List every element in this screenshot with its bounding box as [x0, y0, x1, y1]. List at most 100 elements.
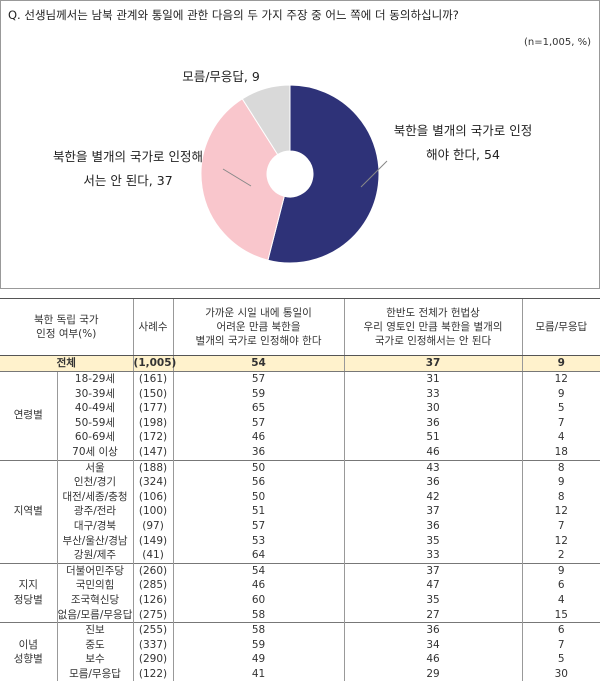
cell-value: 54	[172, 562, 345, 579]
cell-value: 37	[343, 562, 523, 579]
cell-value: 42	[343, 489, 523, 505]
data-row: 없음/모름/무응답 (275) 58 27 15	[0, 607, 600, 623]
data-row: 모름/무응답 (122) 41 29 30	[0, 666, 600, 682]
sample-size: (198)	[132, 415, 174, 431]
row-label: 중도	[85, 638, 105, 651]
group-label: 이념 성향별	[0, 622, 58, 682]
cell-value: 46	[343, 444, 523, 461]
data-row: 국민의힘 (285) 46 47 6	[0, 578, 600, 593]
cell-value: 65	[172, 401, 345, 416]
cell-value: 53	[172, 533, 345, 549]
row-label: 40-49세	[74, 402, 116, 415]
data-row: 60-69세 (172) 46 51 4	[0, 430, 600, 445]
cell-value: 35	[343, 592, 523, 608]
cell-value: 36	[343, 415, 523, 431]
cell-value: 5	[521, 401, 600, 416]
data-row: 대전/세종/충청 (106) 50 42 8	[0, 489, 600, 505]
data-row: 지지 정당별 더불어민주당 (260) 54 37 9	[0, 562, 600, 623]
cell-value: 30	[343, 401, 523, 416]
sample-size: (275)	[132, 607, 174, 623]
row-label: 진보	[57, 622, 134, 638]
data-row: 부산/울산/경남 (149) 53 35 12	[0, 533, 600, 549]
cell-value: 7	[521, 518, 600, 534]
data-row: 광주/전라 (100) 51 37 12	[0, 504, 600, 519]
cell-value: 37	[343, 355, 523, 372]
cell-value: 4	[521, 430, 600, 445]
row-label: 60-69세	[74, 431, 116, 444]
column-header: 사례수	[132, 298, 174, 356]
cell-value: 58	[172, 607, 345, 623]
row-label: 50-59세	[74, 416, 116, 429]
row-label: 국민의힘	[75, 579, 115, 592]
chart-box: Q. 선생님께서는 남북 관계와 통일에 관한 다음의 두 가지 주장 중 어느…	[0, 0, 600, 289]
sample-size: (324)	[132, 475, 174, 490]
cell-value: 18	[521, 444, 600, 461]
cell-value: 15	[521, 607, 600, 623]
cell-value: 43	[343, 459, 523, 476]
sample-size: (122)	[132, 666, 174, 682]
sample-size: (172)	[132, 430, 174, 445]
cell-value: 8	[521, 489, 600, 505]
sample-size: (285)	[132, 578, 174, 593]
row-label: 70세 이상	[72, 445, 118, 458]
row-label: 부산/울산/경남	[62, 534, 128, 547]
cell-value: 54	[172, 355, 345, 372]
data-row: 연령별 18-29세 (161) 57 31 12	[0, 370, 600, 461]
cell-value: 12	[521, 533, 600, 549]
cell-value: 36	[343, 622, 523, 638]
cell-value: 12	[521, 370, 600, 387]
row-label: 없음/모름/무응답	[57, 608, 133, 621]
sample-size: (41)	[132, 548, 174, 564]
cell-value: 31	[343, 370, 523, 387]
cell-value: 59	[172, 386, 345, 402]
cell-value: 6	[521, 622, 600, 638]
total-row: 전체 (1,005) 54 37 9	[0, 355, 600, 372]
cell-value: 33	[343, 386, 523, 402]
data-row: 인천/경기 (324) 56 36 9	[0, 475, 600, 490]
sample-size: (147)	[132, 444, 174, 461]
row-label: 대구/경북	[73, 519, 117, 532]
cell-value: 9	[521, 562, 600, 579]
cell-value: 7	[521, 415, 600, 431]
cell-value: 50	[172, 489, 345, 505]
cell-value: 35	[343, 533, 523, 549]
cell-value: 47	[343, 578, 523, 593]
row-label: 대전/세종/충청	[62, 490, 128, 503]
sample-size: (161)	[132, 370, 174, 387]
sample-size: (260)	[132, 562, 174, 579]
sample-size: (150)	[132, 386, 174, 402]
cell-value: 57	[172, 370, 345, 387]
cell-value: 41	[172, 666, 345, 682]
cell-value: 46	[172, 430, 345, 445]
chart	[200, 84, 388, 264]
data-label: 북한을 별개의 국가로 인정해야 한다, 54	[393, 123, 533, 162]
data-row: 50-59세 (198) 57 36 7	[0, 415, 600, 431]
cell-value: 49	[172, 652, 345, 667]
cell-value: 2	[521, 548, 600, 564]
sample-size: (126)	[132, 592, 174, 608]
cell-value: 12	[521, 504, 600, 519]
cell-value: 8	[521, 459, 600, 476]
cell-value: 27	[343, 607, 523, 623]
cell-value: 57	[172, 415, 345, 431]
cell-value: 30	[521, 666, 600, 682]
data-label: 북한을 별개의 국가로 인정해서는 안 된다, 37	[53, 149, 203, 188]
data-label: 모름/무응답, 9	[182, 69, 260, 84]
group-label: 지역별	[0, 459, 58, 564]
cell-value: 56	[172, 475, 345, 490]
cell-value: 9	[521, 386, 600, 402]
data-row: 조국혁신당 (126) 60 35 4	[0, 592, 600, 608]
column-header: 모름/무응답	[521, 298, 600, 356]
sample-size: (100)	[132, 504, 174, 519]
row-label: 전체	[0, 355, 134, 372]
cell-value: 46	[343, 652, 523, 667]
donut-slice	[241, 84, 291, 156]
cell-value: 60	[172, 592, 345, 608]
cell-value: 59	[172, 637, 345, 653]
cell-value: 9	[521, 475, 600, 490]
cell-value: 36	[172, 444, 345, 461]
data-row: 70세 이상 (147) 36 46 18	[0, 444, 600, 461]
crosstab: 북한 독립 국가 인정 여부(%) 사례수 가까운 시일 내에 통일이 어려운 만큼…	[0, 298, 600, 682]
data-row: 보수 (290) 49 46 5	[0, 652, 600, 667]
